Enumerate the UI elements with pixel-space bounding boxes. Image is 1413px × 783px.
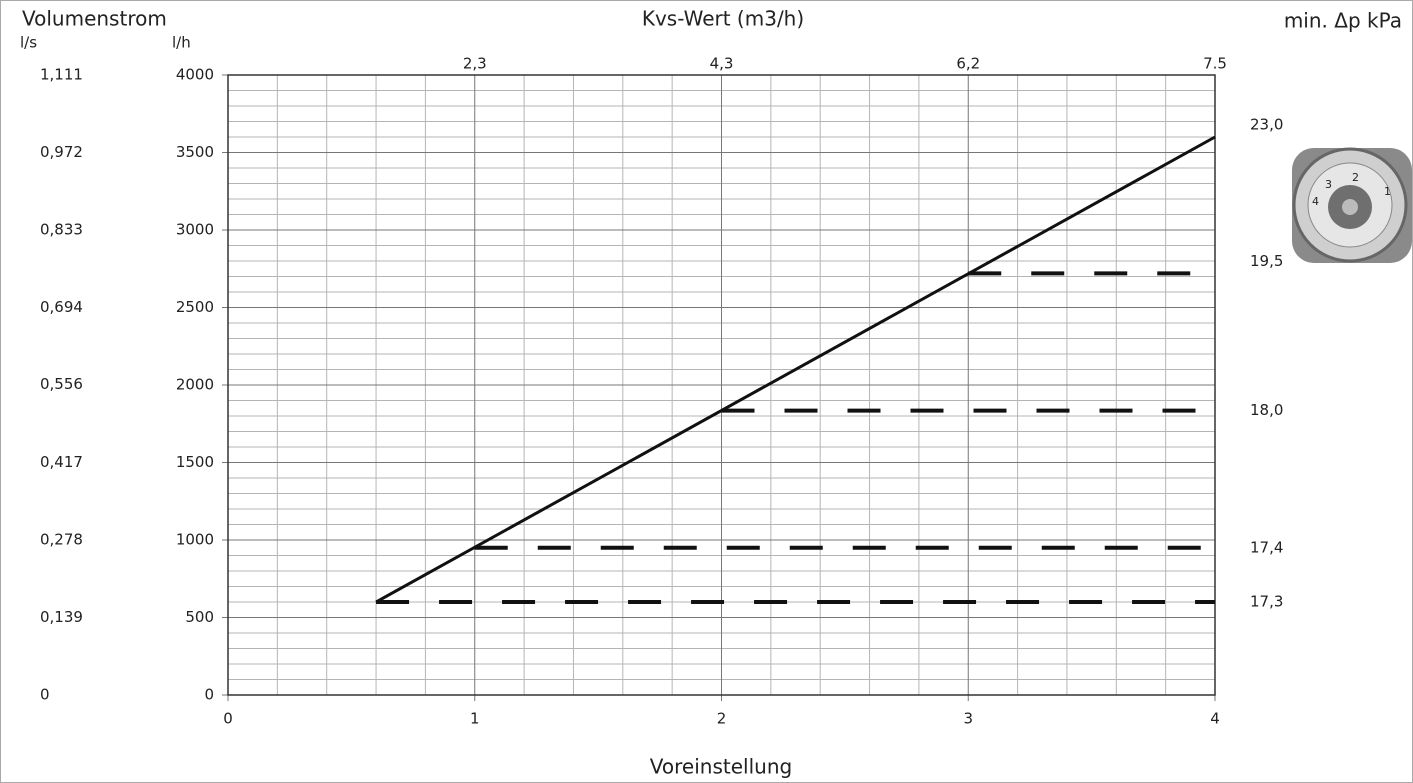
dp-label: 17,3 bbox=[1250, 593, 1283, 611]
x-tick-label: 4 bbox=[1210, 710, 1220, 728]
y-tick-label: 0 bbox=[204, 686, 214, 704]
y-tick-label: 3500 bbox=[176, 143, 214, 161]
y-tick-label: 4000 bbox=[176, 66, 214, 84]
y-tick-label: 2000 bbox=[176, 376, 214, 394]
knob-label: 2 bbox=[1352, 171, 1359, 184]
right-title: min. Δp kPa bbox=[1284, 9, 1402, 33]
chart: Volumenstrom l/s l/h Kvs-Wert (m3/h) min… bbox=[0, 0, 1413, 783]
x-tick-label: 0 bbox=[223, 710, 233, 728]
y2-tick-label: 0,833 bbox=[40, 221, 83, 239]
y-tick-label: 1500 bbox=[176, 453, 214, 471]
y2-tick-label: 0 bbox=[40, 686, 50, 704]
y-tick-label: 2500 bbox=[176, 298, 214, 316]
kvs-label: 7.5 bbox=[1203, 55, 1227, 73]
y2-tick-label: 0,139 bbox=[40, 608, 83, 626]
dp-label: 19,5 bbox=[1250, 252, 1283, 270]
y2-unit: l/s bbox=[20, 34, 37, 52]
knob-hub bbox=[1342, 199, 1358, 215]
kvs-label: 2,3 bbox=[463, 55, 487, 73]
x-tick-label: 3 bbox=[963, 710, 973, 728]
y2-tick-label: 0,972 bbox=[40, 143, 83, 161]
y2-tick-label: 0,278 bbox=[40, 530, 83, 548]
y2-tick-label: 0,417 bbox=[40, 453, 83, 471]
knob-label: 3 bbox=[1325, 178, 1332, 191]
dp-label: 18,0 bbox=[1250, 401, 1283, 419]
x-tick-label: 1 bbox=[470, 710, 480, 728]
kvs-label: 6,2 bbox=[956, 55, 980, 73]
top-title: Kvs-Wert (m3/h) bbox=[642, 7, 804, 31]
knob-label: 4 bbox=[1312, 195, 1319, 208]
x-title: Voreinstellung bbox=[650, 755, 792, 779]
y-tick-label: 1000 bbox=[176, 531, 214, 549]
knob-label: 1 bbox=[1384, 185, 1391, 198]
y2-tick-label: 0,694 bbox=[40, 298, 83, 316]
y-title: Volumenstrom bbox=[22, 7, 167, 31]
dp-label: 23,0 bbox=[1250, 116, 1283, 134]
y-tick-label: 3000 bbox=[176, 221, 214, 239]
y2-tick-label: 1,111 bbox=[40, 66, 83, 84]
x-tick-label: 2 bbox=[717, 710, 727, 728]
y-tick-label: 500 bbox=[185, 608, 214, 626]
knob: 1 2 3 4 bbox=[1292, 148, 1412, 263]
kvs-label: 4,3 bbox=[710, 55, 734, 73]
dp-label: 17,4 bbox=[1250, 538, 1283, 556]
y2-tick-label: 0,556 bbox=[40, 375, 83, 393]
y-unit: l/h bbox=[172, 34, 191, 52]
